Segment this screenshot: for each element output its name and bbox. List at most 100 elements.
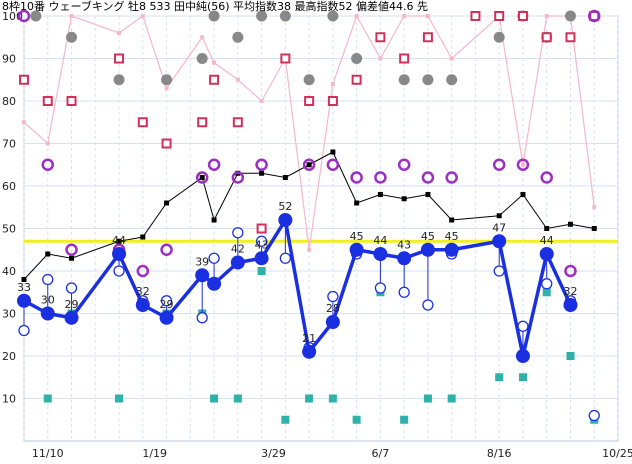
teal-square [233,394,242,403]
blue-ring [279,252,292,264]
gray-dot [493,31,505,43]
black-point [520,192,526,197]
black-point [164,200,170,206]
purple-ring [17,9,31,23]
crimson-square [256,223,267,234]
purple-ring [445,171,458,184]
data-label: 30 [41,294,55,307]
pink-point [117,31,122,35]
y-tick-label: 90 [2,53,16,66]
pink-point [69,14,74,18]
pink-point [520,162,525,167]
teal-square [281,415,290,424]
pink-point [45,141,50,146]
purple-ring [516,158,530,171]
data-label: 33 [17,281,31,294]
crimson-square [327,96,338,106]
black-point [544,226,550,231]
data-label: 21 [302,332,316,345]
black-point [211,217,217,223]
pink-point [200,35,205,40]
purple-ring [160,243,173,256]
gray-dot [351,53,363,64]
pink-point [330,82,335,86]
crimson-square [375,32,386,43]
blue-ring [517,320,529,332]
main-point [278,213,293,227]
pink-point [354,14,359,18]
main-point [325,315,340,329]
teal-square [43,394,52,403]
y-tick-label: 30 [2,308,16,321]
purple-ring [397,158,411,171]
gray-dot [113,74,125,86]
data-label: 47 [492,221,506,234]
blue-ring [18,324,30,337]
black-point [591,226,597,231]
gray-dot [256,10,268,22]
blue-ring [208,252,220,264]
teal-square [447,394,456,403]
y-tick-label: 70 [2,138,16,151]
data-label: 44 [373,234,387,247]
data-label: 29 [160,298,174,311]
purple-ring [207,158,221,171]
purple-ring [540,171,553,184]
purple-ring [41,158,55,171]
gray-dot [446,74,458,86]
crimson-square [470,11,481,21]
pink-point [425,14,430,18]
data-label: 42 [231,243,245,256]
gray-dot [196,53,208,64]
crimson-square [66,96,77,106]
data-label: 44 [112,234,126,247]
gray-dot [30,10,42,22]
black-point [425,192,431,197]
purple-ring [350,171,363,184]
blue-ring [398,286,410,298]
teal-square [305,394,314,403]
blue-ring [113,265,125,277]
crimson-square [517,11,528,21]
blue-ring [65,282,78,294]
blue-ring [541,278,553,290]
main-point [302,344,317,359]
black-point [116,238,122,244]
crimson-square [197,117,208,128]
main-point [230,255,245,270]
main-point [444,242,459,257]
pink-point [449,56,454,61]
main-point [539,247,554,261]
teal-square [210,394,219,403]
purple-ring [302,158,316,171]
blue-ring [422,299,434,311]
data-label: 32 [136,285,150,298]
crimson-square [399,53,410,64]
chart-title: 8枠10番 ウェーブキング 牡8 533 田中純(56) 平均指数38 最高指数… [2,0,428,13]
x-tick-label: 10/25 [602,447,632,460]
y-tick-label: 20 [2,350,16,363]
x-tick-label: 1/19 [142,447,167,460]
gray-dot [327,10,339,22]
pink-point [544,14,549,18]
teal-square [352,415,361,424]
gray-dot [232,31,244,43]
purple-ring [136,264,150,278]
main-point [207,276,222,291]
gray-dot [422,74,434,86]
crimson-square [351,74,362,85]
blue-ring [232,227,244,239]
crimson-square [541,32,552,43]
purple-ring [421,171,435,184]
series-main-line [23,218,573,358]
crimson-square [422,32,433,43]
data-label: 32 [563,285,577,298]
pink-point [22,120,26,125]
x-tick-label: 8/16 [487,447,512,460]
pink-point [307,247,312,252]
main-point [373,247,388,261]
blue-ring [493,265,505,277]
teal-square [423,394,432,403]
black-point [354,200,360,206]
